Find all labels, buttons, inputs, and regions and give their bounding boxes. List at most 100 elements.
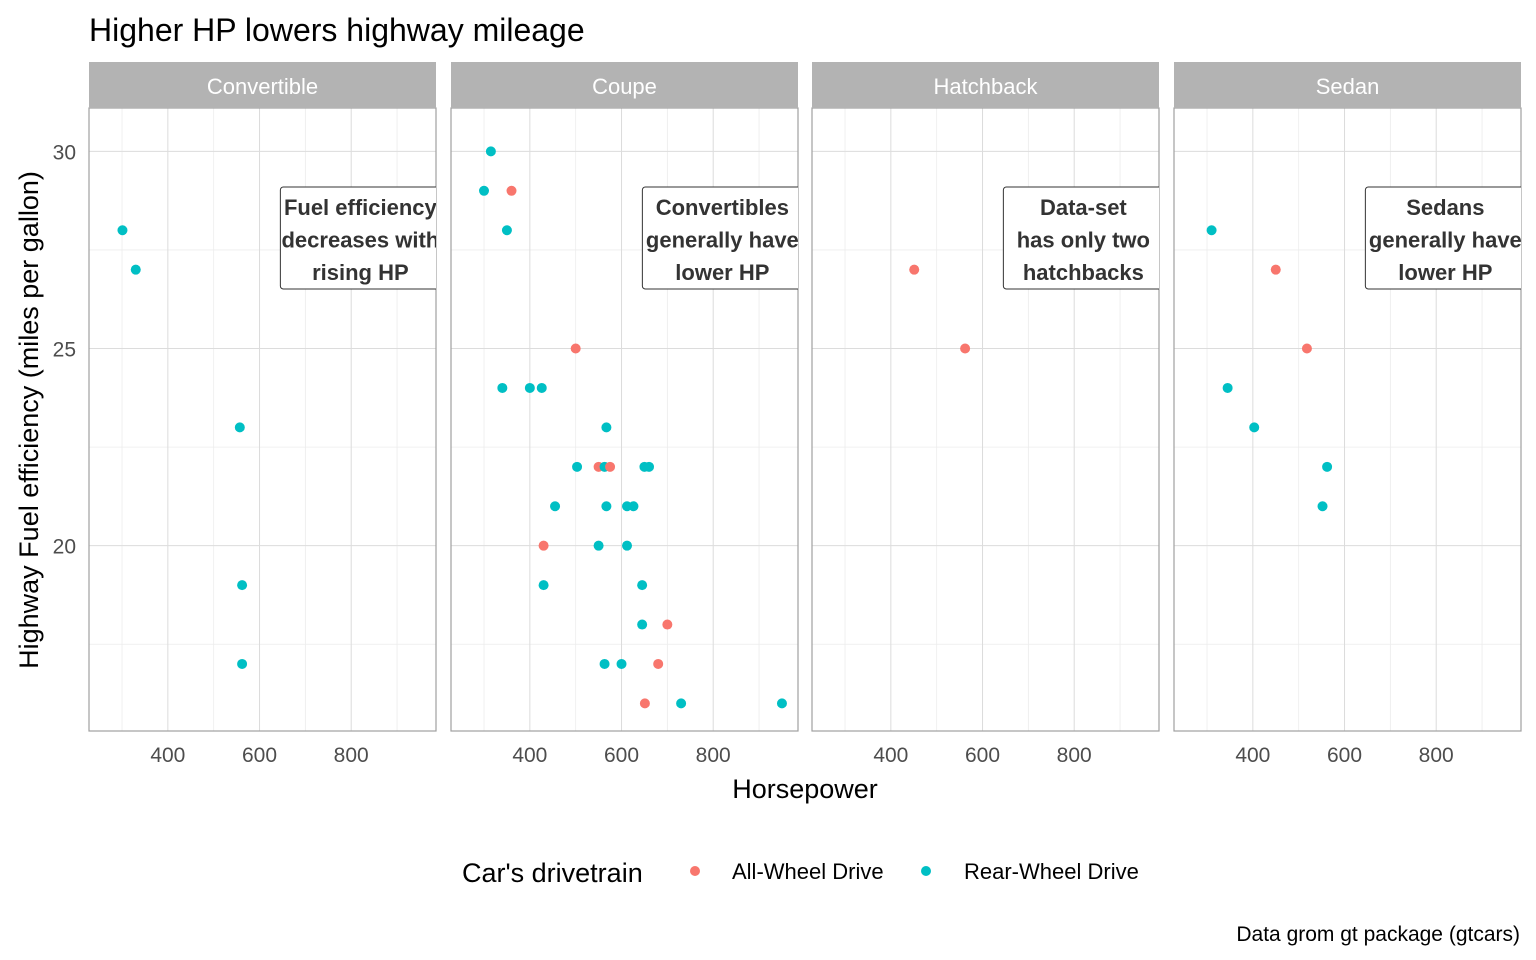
facet-strip-label: Coupe xyxy=(592,74,657,99)
legend-label-all-wheel-drive: All-Wheel Drive xyxy=(732,859,884,884)
data-point xyxy=(593,540,604,551)
data-point xyxy=(605,461,616,472)
data-point xyxy=(479,185,490,196)
data-point xyxy=(485,146,496,157)
data-point xyxy=(909,264,920,275)
x-tick-label: 400 xyxy=(873,744,908,767)
data-point xyxy=(237,658,248,669)
data-point xyxy=(237,580,248,591)
annotation-text: lower HP xyxy=(1398,260,1492,285)
facet-panel-convertible: Convertible 400 600 800 Fuel efficiency decre… xyxy=(88,62,439,767)
facet-strip-convertible xyxy=(89,62,436,108)
chart-title: Higher HP lowers highway mileage xyxy=(89,12,585,48)
data-point xyxy=(637,580,648,591)
data-point xyxy=(601,422,612,433)
annotation-convertible: Fuel efficiency decreases with rising HP xyxy=(279,186,439,290)
data-point xyxy=(616,658,627,669)
data-point xyxy=(550,501,561,512)
annotation-text: Convertibles xyxy=(656,195,789,220)
y-tick-label: 20 xyxy=(53,536,76,559)
y-tick-label: 30 xyxy=(53,141,76,164)
data-point xyxy=(662,619,673,630)
facet-strip-sedan xyxy=(1174,62,1521,108)
annotation-box xyxy=(1002,186,1159,290)
legend: Car's drivetrain All-Wheel Drive Rear-Wh… xyxy=(462,858,1139,888)
data-point xyxy=(1249,422,1260,433)
annotation-text: lower HP xyxy=(675,260,769,285)
facet-strip-hatchback xyxy=(812,62,1159,108)
x-tick-label: 400 xyxy=(1235,744,1270,767)
annotation-text: decreases with xyxy=(281,228,439,253)
y-axis-title: Highway Fuel efficiency (miles per gallo… xyxy=(14,171,44,669)
annotation-sedan: Sedans generally have lower HP xyxy=(1364,186,1522,290)
data-point xyxy=(1301,343,1312,354)
x-tick-label: 600 xyxy=(1327,744,1362,767)
x-tick-label: 800 xyxy=(1057,744,1092,767)
facet-panel-sedan: Sedan 400 600 800 Sedans generally have lower … xyxy=(1173,62,1522,767)
annotation-text: generally have xyxy=(1369,228,1522,253)
x-tick-label: 800 xyxy=(1419,744,1454,767)
data-point xyxy=(506,185,517,196)
legend-title: Car's drivetrain xyxy=(462,858,643,888)
data-point xyxy=(501,225,512,236)
x-tick-label: 800 xyxy=(696,744,731,767)
facet-strip-coupe xyxy=(451,62,798,108)
facet-panel-coupe: Coupe 400 600 800 Convertibles generally have… xyxy=(450,62,799,767)
annotation-text: Sedans xyxy=(1406,195,1484,220)
data-point xyxy=(644,461,655,472)
data-point xyxy=(622,540,633,551)
x-axis-title: Horsepower xyxy=(732,774,878,804)
annotation-box xyxy=(641,186,798,290)
x-tick-label: 400 xyxy=(150,744,185,767)
data-point xyxy=(497,382,508,393)
data-point xyxy=(234,422,245,433)
data-point xyxy=(1222,382,1233,393)
data-point xyxy=(637,619,648,630)
data-point xyxy=(538,580,549,591)
data-point xyxy=(776,698,787,709)
data-point xyxy=(536,382,547,393)
data-point xyxy=(130,264,141,275)
annotation-text: Fuel efficiency xyxy=(284,195,438,220)
annotation-text: hatchbacks xyxy=(1023,260,1144,285)
legend-key-rear-wheel-drive xyxy=(921,866,931,876)
data-point xyxy=(601,501,612,512)
facet-strip-label: Convertible xyxy=(207,74,318,99)
data-point xyxy=(572,461,583,472)
annotation-box xyxy=(1364,186,1521,290)
annotation-text: rising HP xyxy=(312,260,409,285)
data-point xyxy=(538,540,549,551)
data-point xyxy=(1270,264,1281,275)
data-point xyxy=(1317,501,1328,512)
data-point xyxy=(1322,461,1333,472)
facet-panel-hatchback: Hatchback 400 600 800 Data-set has only two ha… xyxy=(811,62,1160,767)
annotation-text: Data-set xyxy=(1040,195,1127,220)
data-point xyxy=(628,501,639,512)
x-tick-label: 400 xyxy=(512,744,547,767)
y-tick-label: 25 xyxy=(53,339,76,362)
annotation-text: generally have xyxy=(646,228,799,253)
data-point xyxy=(639,698,650,709)
data-point xyxy=(1206,225,1217,236)
facet-strip-label: Hatchback xyxy=(934,74,1039,99)
annotation-text: has only two xyxy=(1017,228,1150,253)
x-tick-label: 800 xyxy=(334,744,369,767)
data-point xyxy=(117,225,128,236)
y-axis: 20 25 30 xyxy=(53,141,76,558)
data-point xyxy=(960,343,971,354)
legend-key-all-wheel-drive xyxy=(690,866,700,876)
annotation-hatchback: Data-set has only two hatchbacks xyxy=(1002,186,1159,290)
x-tick-label: 600 xyxy=(965,744,1000,767)
x-tick-label: 600 xyxy=(604,744,639,767)
facet-strip-label: Sedan xyxy=(1316,74,1380,99)
legend-label-rear-wheel-drive: Rear-Wheel Drive xyxy=(964,859,1139,884)
data-point xyxy=(676,698,687,709)
data-point xyxy=(524,382,535,393)
facet-panels: Convertible 400 600 800 Fuel efficiency decre… xyxy=(88,62,1522,767)
chart-caption: Data grom gt package (gtcars) xyxy=(1236,923,1520,946)
x-tick-label: 600 xyxy=(242,744,277,767)
data-point xyxy=(570,343,581,354)
data-point xyxy=(653,658,664,669)
annotation-coupe: Convertibles generally have lower HP xyxy=(641,186,799,290)
